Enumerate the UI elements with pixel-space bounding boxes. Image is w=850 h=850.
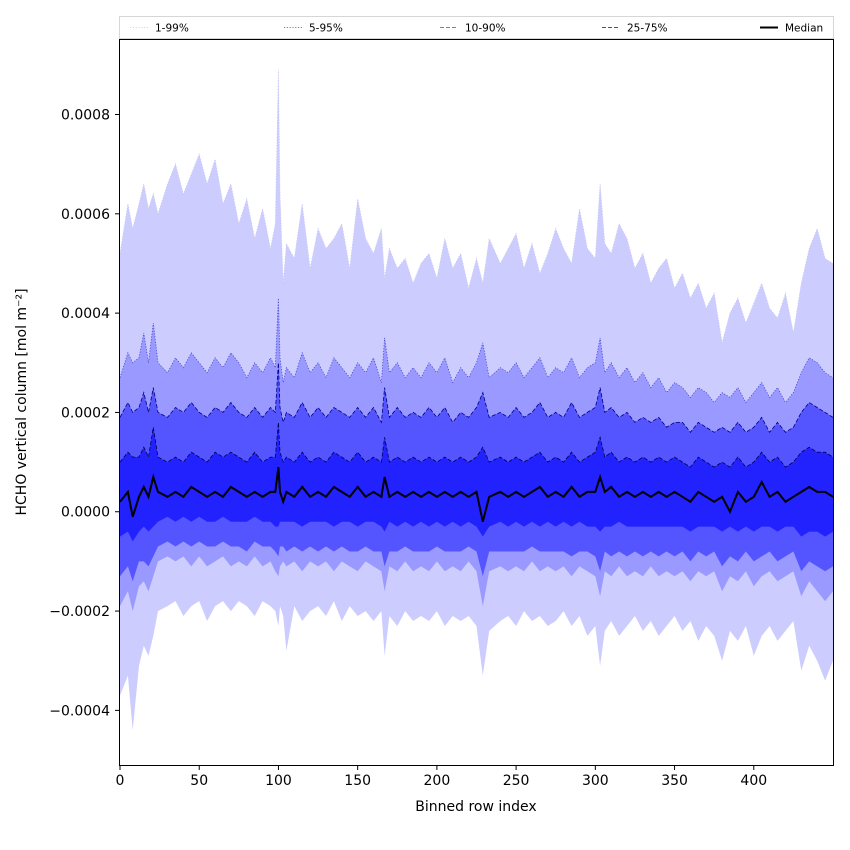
upper-line-10-90%	[119, 362, 834, 434]
plot-frame	[119, 39, 834, 766]
upper-line-25-75%	[119, 422, 834, 468]
percentile-bands	[120, 69, 833, 731]
x-tick-label: 300	[582, 773, 609, 789]
median-line	[119, 466, 834, 522]
y-tick-label: −0.0004	[49, 703, 110, 719]
legend-label: 10-90%	[465, 23, 506, 35]
x-tick-label: 0	[116, 773, 125, 789]
x-axis-ticks: 0 50 100 150 200 250 300 350 400	[116, 765, 767, 789]
y-axis-label: HCHO vertical column [mol m⁻²]	[14, 288, 30, 515]
y-tick-label: 0.0004	[61, 306, 110, 322]
x-tick-label: 100	[265, 773, 292, 789]
x-axis-label: Binned row index	[415, 799, 536, 815]
y-tick-label: 0.0000	[61, 505, 110, 521]
x-tick-label: 50	[190, 773, 208, 789]
band-25-75%	[120, 422, 833, 542]
legend-box	[119, 16, 834, 39]
legend-label: 5-95%	[309, 23, 343, 35]
legend-label: 1-99%	[155, 23, 189, 35]
y-tick-label: 0.0002	[61, 405, 110, 421]
upper-line-1-99%	[119, 69, 834, 344]
legend-items: 1-99% 5-95% 10-90% 25-75% Median	[130, 23, 823, 35]
y-axis-ticks: −0.0004 −0.0002 0.0000 0.0002 0.0004 0.0006 0.…	[49, 107, 120, 719]
x-tick-label: 350	[661, 773, 688, 789]
upper-line-5-95%	[119, 298, 834, 404]
y-tick-label: 0.0008	[61, 107, 110, 123]
percentile-lines	[119, 69, 834, 522]
x-tick-label: 250	[503, 773, 530, 789]
legend-label: Median	[785, 23, 823, 35]
x-tick-label: 150	[344, 773, 371, 789]
legend: 1-99% 5-95% 10-90% 25-75% Median	[119, 16, 834, 39]
x-tick-label: 200	[424, 773, 451, 789]
x-tick-label: 400	[740, 773, 767, 789]
y-tick-label: −0.0002	[49, 604, 110, 620]
legend-label: 25-75%	[627, 23, 668, 35]
y-tick-label: 0.0006	[61, 207, 110, 223]
